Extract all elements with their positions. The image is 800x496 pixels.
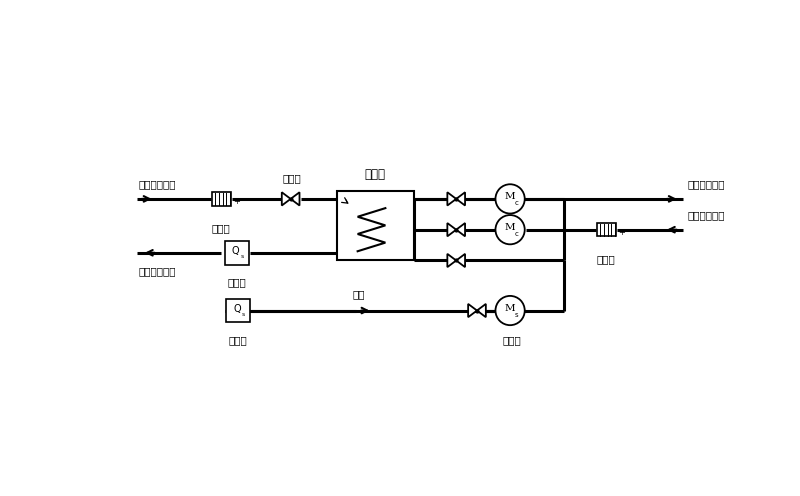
- Polygon shape: [456, 223, 465, 236]
- Circle shape: [495, 215, 525, 245]
- Text: M: M: [504, 304, 514, 313]
- Text: 除污器: 除污器: [597, 254, 616, 264]
- Text: 二级管网回水: 二级管网回水: [687, 210, 725, 220]
- Text: 二级管网供水: 二级管网供水: [687, 179, 725, 189]
- Text: M: M: [504, 223, 514, 232]
- Text: 循环泵: 循环泵: [502, 224, 521, 234]
- Text: c: c: [514, 200, 518, 206]
- Bar: [337, 191, 414, 260]
- Text: 一级管网供水: 一级管网供水: [138, 179, 176, 189]
- Circle shape: [495, 184, 525, 213]
- Text: 热量计: 热量计: [229, 335, 248, 345]
- Text: +: +: [234, 197, 240, 206]
- Text: 补水泵: 补水泵: [502, 335, 521, 345]
- Polygon shape: [468, 304, 477, 317]
- Bar: [225, 241, 249, 265]
- Text: s: s: [242, 311, 246, 316]
- Bar: [226, 299, 250, 322]
- Text: 补水: 补水: [352, 289, 365, 299]
- Circle shape: [495, 296, 525, 325]
- Polygon shape: [447, 254, 456, 267]
- Polygon shape: [456, 192, 465, 205]
- Text: s: s: [241, 254, 244, 259]
- Bar: [597, 223, 616, 237]
- Polygon shape: [477, 304, 486, 317]
- Polygon shape: [447, 192, 456, 205]
- Polygon shape: [456, 254, 465, 267]
- Polygon shape: [282, 192, 290, 205]
- Text: 一级管网回水: 一级管网回水: [138, 267, 176, 277]
- Text: 调节阀: 调节阀: [282, 174, 301, 184]
- Polygon shape: [290, 192, 299, 205]
- Text: 换热器: 换热器: [365, 168, 386, 181]
- Text: +: +: [618, 228, 625, 237]
- Text: Q: Q: [234, 304, 241, 313]
- Text: s: s: [514, 312, 518, 318]
- Text: M: M: [504, 192, 514, 201]
- Text: c: c: [514, 231, 518, 237]
- Bar: [212, 192, 231, 206]
- Polygon shape: [447, 223, 456, 236]
- Text: 进水管: 进水管: [212, 224, 230, 234]
- Text: 热量计: 热量计: [227, 277, 246, 287]
- Text: Q: Q: [232, 246, 239, 256]
